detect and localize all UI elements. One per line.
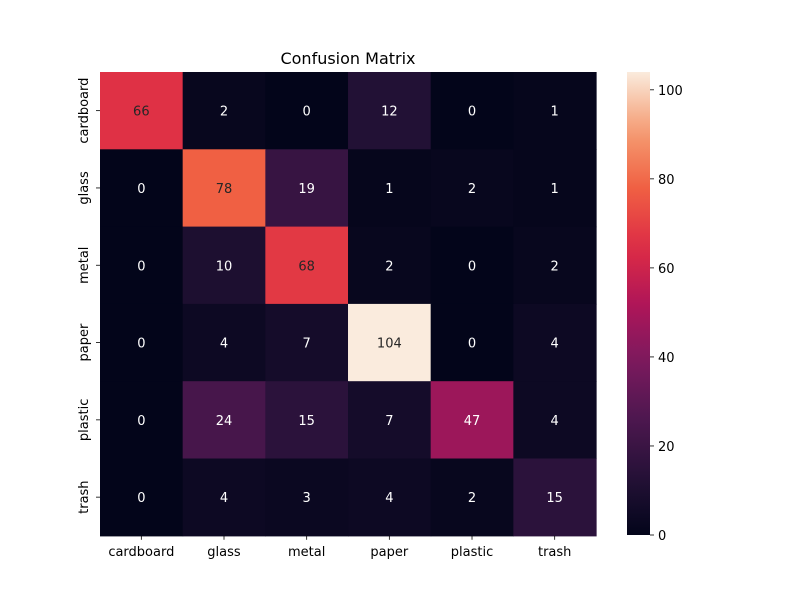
cell-value-label: 0	[137, 182, 145, 197]
x-tick-label: glass	[207, 545, 241, 560]
cell-value-label: 2	[551, 259, 559, 274]
cell-value-label: 0	[137, 259, 145, 274]
y-tick-label: glass	[77, 171, 92, 205]
cell-value-label: 2	[468, 491, 476, 506]
cell-value-label: 0	[468, 259, 476, 274]
heatmap-cell	[430, 226, 514, 305]
cell-value-label: 0	[137, 414, 145, 429]
cell-value-label: 15	[546, 491, 563, 506]
heatmap-cell	[100, 458, 184, 537]
cell-value-label: 4	[220, 337, 228, 352]
heatmap-cell	[513, 381, 597, 460]
colorbar-tick-label: 80	[658, 173, 675, 188]
heatmap-cell	[348, 381, 432, 460]
cell-value-label: 1	[551, 105, 559, 120]
heatmap-cell	[430, 381, 514, 460]
heatmap-cell	[182, 381, 266, 460]
cell-value-label: 4	[551, 337, 559, 352]
cell-value-label: 10	[216, 259, 233, 274]
heatmap-cell	[513, 149, 597, 228]
heatmap-cell	[265, 381, 349, 460]
heatmap-cell	[265, 458, 349, 537]
heatmap-cell	[182, 72, 266, 150]
heatmap-cell	[513, 458, 597, 537]
heatmap-cell	[513, 226, 597, 305]
heatmap-cell	[430, 149, 514, 228]
cell-value-label: 2	[220, 105, 228, 120]
x-tick-label: paper	[370, 545, 408, 560]
y-tick-label: paper	[77, 323, 92, 361]
colorbar-tick-label: 100	[658, 84, 683, 99]
cell-value-label: 24	[216, 414, 233, 429]
cell-value-label: 0	[468, 105, 476, 120]
y-axis: cardboard glass metal paper plastic trash	[77, 78, 100, 514]
x-tick-label: trash	[538, 545, 571, 560]
colorbar-gradient	[627, 72, 650, 535]
heatmap-cell	[430, 458, 514, 537]
heatmap-cell	[265, 226, 349, 305]
heatmap-cell	[348, 303, 432, 382]
cell-value-label: 2	[385, 259, 393, 274]
heatmap-cell	[348, 72, 432, 150]
x-tick-label: plastic	[451, 545, 493, 560]
cell-value-label: 0	[137, 337, 145, 352]
colorbar: 0 20 40 60 80 100	[627, 72, 683, 544]
cell-value-label: 7	[303, 337, 311, 352]
cell-value-label: 66	[133, 105, 150, 120]
y-tick-label: trash	[77, 480, 92, 513]
heatmap-cell	[348, 226, 432, 305]
heatmap-cell	[265, 72, 349, 150]
heatmap-cell	[100, 226, 184, 305]
cell-value-label: 12	[381, 105, 398, 120]
cell-value-label: 104	[377, 337, 402, 352]
colorbar-tick-label: 20	[658, 440, 675, 455]
cell-value-label: 0	[468, 337, 476, 352]
cell-value-label: 2	[468, 182, 476, 197]
heatmap-cell	[100, 381, 184, 460]
colorbar-tick-label: 60	[658, 262, 675, 277]
cell-value-label: 1	[385, 182, 393, 197]
cell-value-label: 19	[298, 182, 315, 197]
heatmap-cell	[182, 303, 266, 382]
heatmap-cell	[430, 303, 514, 382]
x-tick-label: cardboard	[108, 545, 174, 560]
cell-value-label: 68	[298, 259, 315, 274]
cell-value-label: 4	[385, 491, 393, 506]
colorbar-tick-label: 40	[658, 351, 675, 366]
heatmap-cell	[182, 149, 266, 228]
heatmap-cell	[100, 149, 184, 228]
y-tick-label: cardboard	[77, 78, 92, 144]
y-tick-label: plastic	[77, 399, 92, 441]
cell-value-label: 1	[551, 182, 559, 197]
cell-value-label: 4	[551, 414, 559, 429]
cell-value-label: 0	[303, 105, 311, 120]
heatmap-cell	[100, 72, 184, 150]
heatmap-cell	[430, 72, 514, 150]
heatmap-cells	[100, 72, 597, 537]
heatmap-cell	[513, 303, 597, 382]
heatmap-cell	[182, 226, 266, 305]
cell-value-label: 4	[220, 491, 228, 506]
colorbar-tick-label: 0	[658, 529, 666, 544]
cell-value-label: 0	[137, 491, 145, 506]
heatmap-cell	[513, 72, 597, 150]
cell-value-label: 47	[464, 414, 481, 429]
chart-title: Confusion Matrix	[280, 49, 415, 68]
cell-annotations: 66 2 0 12 0 10 78 19 1 2 10 10 68 2 0 20 4 7 104 0 40 24 15 7 47…	[133, 105, 563, 506]
x-tick-label: metal	[288, 545, 325, 560]
heatmap-cell	[100, 303, 184, 382]
heatmap-cell	[265, 303, 349, 382]
heatmap-cell	[265, 149, 349, 228]
x-axis: cardboard glass metal paper plastic trash	[108, 535, 571, 560]
heatmap-cell	[348, 458, 432, 537]
heatmap-cell	[182, 458, 266, 537]
cell-value-label: 3	[303, 491, 311, 506]
y-tick-label: metal	[77, 247, 92, 284]
cell-value-label: 15	[298, 414, 315, 429]
cell-value-label: 78	[216, 182, 233, 197]
cell-value-label: 7	[385, 414, 393, 429]
heatmap-cell	[348, 149, 432, 228]
